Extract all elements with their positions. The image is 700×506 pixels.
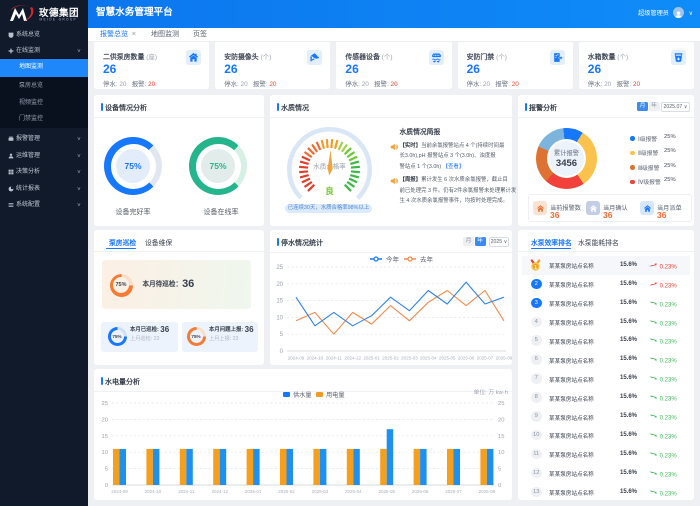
svg-text:5: 5	[280, 332, 284, 338]
svg-text:2024-11: 2024-11	[178, 489, 195, 494]
svg-text:0: 0	[105, 483, 108, 489]
svg-text:2025-05: 2025-05	[378, 489, 395, 494]
svg-text:供水量: 供水量	[293, 391, 312, 399]
svg-text:20: 20	[498, 417, 504, 423]
svg-text:2025-03: 2025-03	[312, 489, 329, 494]
svg-text:MEIDE GROUP: MEIDE GROUP	[40, 18, 78, 22]
svg-text:2025-01: 2025-01	[363, 356, 380, 361]
svg-text:15: 15	[498, 434, 504, 440]
svg-text:20: 20	[276, 282, 283, 288]
svg-text:2025-02: 2025-02	[382, 356, 399, 361]
svg-text:2024-09: 2024-09	[288, 356, 305, 361]
svg-text:良: 良	[325, 186, 334, 196]
svg-text:0: 0	[280, 349, 284, 355]
svg-text:2025-04: 2025-04	[345, 489, 362, 494]
svg-text:今年: 今年	[386, 255, 400, 264]
svg-text:10: 10	[498, 450, 504, 456]
svg-text:2025-06: 2025-06	[458, 356, 475, 361]
svg-text:2024-10: 2024-10	[145, 489, 162, 494]
svg-text:去年: 去年	[420, 255, 434, 264]
svg-text:25: 25	[498, 401, 504, 407]
svg-text:10: 10	[276, 315, 283, 321]
svg-text:玫德集团: 玫德集团	[39, 7, 79, 19]
svg-text:2024-12: 2024-12	[211, 489, 228, 494]
svg-text:2025-08: 2025-08	[479, 489, 496, 494]
svg-text:5: 5	[105, 467, 108, 473]
svg-text:15: 15	[102, 434, 108, 440]
svg-text:2025-04: 2025-04	[420, 356, 437, 361]
svg-text:2024-09: 2024-09	[111, 489, 128, 494]
svg-text:2024-10: 2024-10	[307, 356, 324, 361]
svg-text:1: 1	[534, 265, 537, 271]
svg-text:2025-01: 2025-01	[245, 489, 262, 494]
svg-text:2025-07: 2025-07	[445, 489, 462, 494]
svg-text:2025-05: 2025-05	[439, 356, 456, 361]
svg-text:2024-11: 2024-11	[326, 356, 343, 361]
svg-text:15: 15	[276, 299, 283, 305]
svg-text:用电量: 用电量	[326, 391, 345, 399]
svg-text:2025-02: 2025-02	[278, 489, 295, 494]
svg-text:2025-03: 2025-03	[401, 356, 418, 361]
svg-text:2024-12: 2024-12	[344, 356, 361, 361]
svg-text:25: 25	[102, 401, 108, 407]
svg-text:2025-08: 2025-08	[496, 356, 512, 361]
svg-text:单位: 万 kw·h: 单位: 万 kw·h	[474, 388, 508, 396]
svg-text:2025-07: 2025-07	[477, 356, 494, 361]
svg-text:10: 10	[102, 450, 108, 456]
svg-text:5: 5	[498, 467, 501, 473]
svg-text:0: 0	[498, 483, 501, 489]
svg-text:20: 20	[102, 417, 108, 423]
svg-text:2025-06: 2025-06	[412, 489, 429, 494]
svg-text:25: 25	[276, 265, 283, 271]
